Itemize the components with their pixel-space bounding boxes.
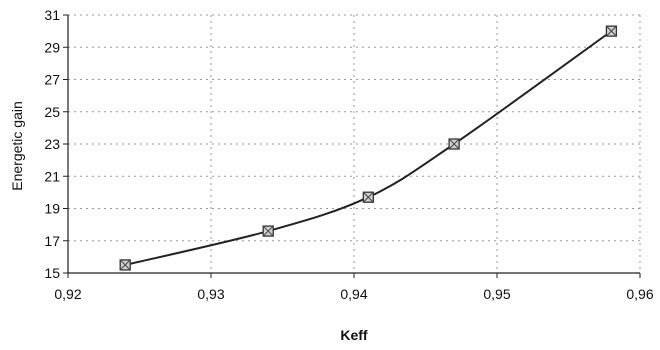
data-point [119, 259, 131, 271]
data-point-hatch [262, 225, 274, 237]
x-tick-labels: 0,92 0,93 0,94 0,95 0,96 [54, 286, 653, 302]
data-point [448, 138, 460, 150]
x-tick-label: 0,94 [340, 286, 367, 302]
series [119, 25, 618, 271]
y-tick-label: 19 [44, 201, 60, 217]
x-tick-label: 0,96 [626, 286, 653, 302]
data-point-hatch [606, 25, 617, 37]
data-point [362, 191, 374, 203]
y-tick-label: 23 [44, 136, 60, 152]
data-point-hatch [119, 259, 131, 271]
x-axis-label: Keff [340, 327, 368, 343]
series-line [124, 30, 612, 266]
y-tick-label: 25 [44, 104, 60, 120]
y-axis-label: Energetic gain [9, 101, 25, 191]
y-tick-label: 27 [44, 72, 60, 88]
data-point [262, 225, 274, 237]
x-tick-label: 0,92 [54, 286, 81, 302]
y-tick-label: 31 [44, 7, 60, 23]
y-tick-labels: 15 17 19 21 23 25 27 29 31 [44, 7, 60, 281]
y-tick-label: 29 [44, 39, 60, 55]
x-tick-label: 0,93 [197, 286, 224, 302]
data-point-hatch [362, 191, 374, 203]
axes [63, 14, 641, 278]
y-tick-label: 15 [44, 265, 60, 281]
data-point [605, 25, 618, 37]
data-point-hatch [448, 138, 460, 150]
x-tick-label: 0,95 [483, 286, 510, 302]
grid [68, 14, 641, 273]
y-tick-label: 21 [44, 168, 60, 184]
y-tick-label: 17 [44, 233, 60, 249]
